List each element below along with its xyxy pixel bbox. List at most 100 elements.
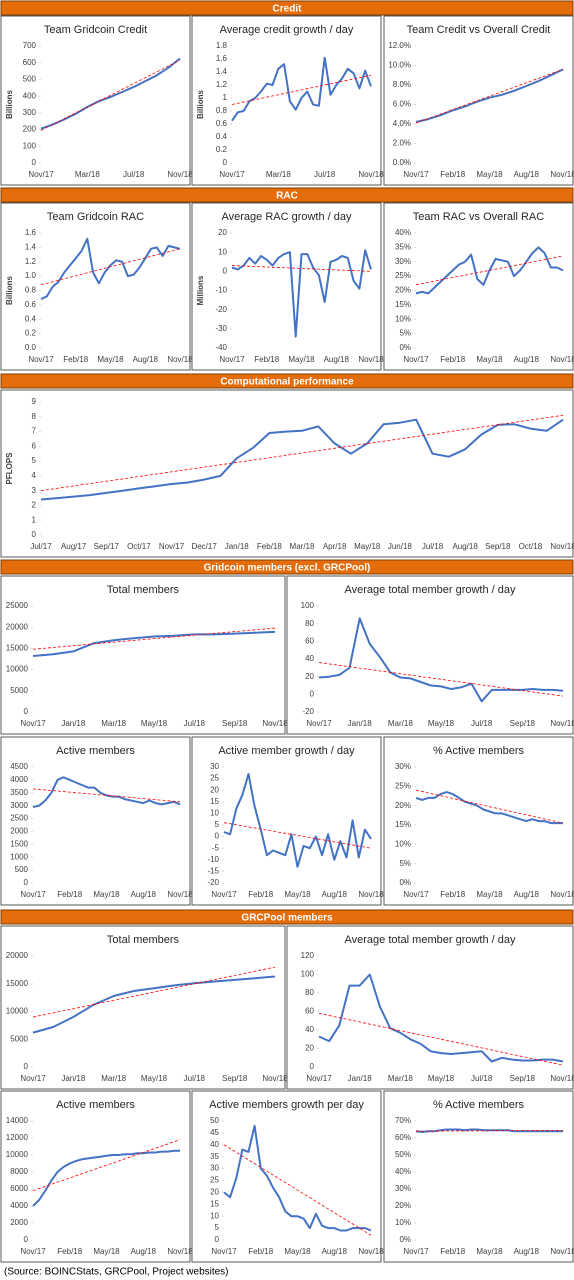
x-tick-label: May/18 bbox=[141, 719, 168, 728]
y-tick-label: -5 bbox=[212, 843, 220, 852]
x-tick-label: Nov/17 bbox=[403, 890, 429, 899]
y-tick-label: 3 bbox=[32, 486, 37, 495]
x-tick-label: Aug/18 bbox=[133, 355, 159, 364]
y-axis-label: Billions bbox=[5, 276, 14, 305]
chart-title: % Active members bbox=[433, 1099, 525, 1111]
x-tick-label: Nov/17 bbox=[219, 355, 245, 364]
y-tick-label: 20% bbox=[395, 801, 411, 810]
chart-title: Average RAC growth / day bbox=[221, 211, 352, 223]
x-tick-label: Aug/18 bbox=[322, 1247, 348, 1256]
chart-title: Team RAC vs Overall RAC bbox=[413, 211, 544, 223]
x-tick-label: May/18 bbox=[141, 1074, 168, 1083]
x-tick-label: Nov/18 bbox=[167, 890, 193, 899]
x-tick-label: Mar/18 bbox=[101, 1074, 126, 1083]
x-tick-label: Oct/17 bbox=[127, 542, 151, 551]
data-line bbox=[223, 1124, 372, 1232]
y-tick-label: 100 bbox=[301, 970, 315, 979]
x-tick-label: May/18 bbox=[97, 355, 124, 364]
y-tick-label: 15% bbox=[395, 820, 411, 829]
y-tick-label: 40 bbox=[305, 654, 314, 663]
chart-title: Active members growth per day bbox=[209, 1099, 364, 1111]
y-tick-label: 8000 bbox=[10, 1167, 28, 1176]
x-tick-label: Oct/18 bbox=[519, 542, 543, 551]
trend-line bbox=[231, 265, 372, 272]
y-tick-label: 1.8 bbox=[216, 41, 228, 50]
y-axis-label: Millions bbox=[196, 275, 205, 305]
x-tick-label: Nov/18 bbox=[262, 719, 288, 728]
y-tick-label: 14000 bbox=[6, 1116, 29, 1125]
y-tick-label: 4000 bbox=[10, 1201, 28, 1210]
x-tick-label: Nov/17 bbox=[403, 1247, 429, 1256]
x-tick-label: Mar/18 bbox=[388, 719, 413, 728]
data-line bbox=[318, 973, 564, 1063]
y-tick-label: 2500 bbox=[10, 814, 28, 823]
y-tick-label: 30% bbox=[395, 1184, 411, 1193]
x-tick-label: Nov/18 bbox=[167, 355, 193, 364]
y-tick-label: 10.0% bbox=[388, 61, 411, 70]
x-tick-label: Aug/18 bbox=[514, 170, 540, 179]
source-note: (Source: BOINCStats, GRCPool, Project we… bbox=[4, 1267, 229, 1278]
chart-panel bbox=[191, 202, 382, 371]
y-tick-label: 1000 bbox=[10, 852, 28, 861]
data-line bbox=[223, 773, 372, 868]
y-tick-label: 25 bbox=[210, 1176, 219, 1185]
y-tick-label: 20 bbox=[218, 228, 227, 237]
y-tick-label: 4000 bbox=[10, 775, 28, 784]
y-tick-label: 0.8 bbox=[216, 106, 228, 115]
x-tick-label: Jul/18 bbox=[184, 719, 206, 728]
y-tick-label: 0% bbox=[399, 343, 411, 352]
data-line bbox=[415, 68, 564, 123]
x-tick-label: Nov/17 bbox=[219, 170, 245, 179]
x-tick-label: May/18 bbox=[354, 542, 381, 551]
y-tick-label: 0.8 bbox=[25, 286, 37, 295]
x-tick-label: Jan/18 bbox=[61, 1074, 86, 1083]
x-tick-label: Jul/18 bbox=[471, 719, 493, 728]
y-tick-label: 10% bbox=[395, 1218, 411, 1227]
x-tick-label: Mar/18 bbox=[290, 542, 315, 551]
y-tick-label: 1500 bbox=[10, 839, 28, 848]
x-tick-label: Feb/18 bbox=[257, 542, 282, 551]
y-tick-label: -10 bbox=[207, 855, 219, 864]
chart-panel bbox=[0, 202, 191, 371]
y-tick-label: -15 bbox=[207, 867, 219, 876]
y-tick-label: 25000 bbox=[6, 601, 29, 610]
x-tick-label: Feb/18 bbox=[248, 1247, 273, 1256]
y-tick-label: 0 bbox=[24, 1235, 29, 1244]
y-tick-label: 0.0% bbox=[393, 158, 411, 167]
chart-title: Average total member growth / day bbox=[345, 584, 516, 596]
x-tick-label: May/18 bbox=[476, 170, 503, 179]
y-tick-label: 0 bbox=[32, 158, 37, 167]
y-tick-label: 5 bbox=[215, 820, 220, 829]
section-title: Computational performance bbox=[220, 377, 354, 388]
chart-panel bbox=[286, 575, 574, 735]
y-tick-label: 6.0% bbox=[393, 100, 411, 109]
x-tick-label: Nov/17 bbox=[159, 542, 185, 551]
chart-title: Team Gridcoin Credit bbox=[44, 24, 147, 36]
x-tick-label: Aug/18 bbox=[322, 890, 348, 899]
y-tick-label: 30 bbox=[210, 762, 219, 771]
y-tick-label: 0 bbox=[310, 689, 315, 698]
section-header bbox=[0, 187, 574, 203]
y-tick-label: 700 bbox=[23, 41, 37, 50]
chart-panel bbox=[286, 925, 574, 1090]
x-tick-label: Nov/18 bbox=[358, 170, 384, 179]
y-tick-label: 70% bbox=[395, 1116, 411, 1125]
x-tick-label: May/18 bbox=[476, 355, 503, 364]
y-tick-label: 20000 bbox=[6, 622, 29, 631]
x-tick-label: Aug/18 bbox=[514, 355, 540, 364]
y-tick-label: 35% bbox=[395, 242, 411, 251]
y-tick-label: 500 bbox=[15, 865, 29, 874]
x-tick-label: Jul/18 bbox=[184, 1074, 206, 1083]
y-tick-label: 600 bbox=[23, 58, 37, 67]
trend-line bbox=[231, 74, 372, 105]
data-line bbox=[415, 246, 564, 295]
y-tick-label: 25 bbox=[210, 774, 219, 783]
x-tick-label: Nov/18 bbox=[550, 719, 574, 728]
x-tick-label: Feb/18 bbox=[63, 355, 88, 364]
data-line bbox=[32, 630, 276, 657]
y-tick-label: 25% bbox=[395, 781, 411, 790]
y-tick-label: 10000 bbox=[6, 665, 29, 674]
x-tick-label: May/18 bbox=[428, 1074, 455, 1083]
y-tick-label: 100 bbox=[23, 141, 37, 150]
y-tick-label: 50 bbox=[210, 1116, 219, 1125]
